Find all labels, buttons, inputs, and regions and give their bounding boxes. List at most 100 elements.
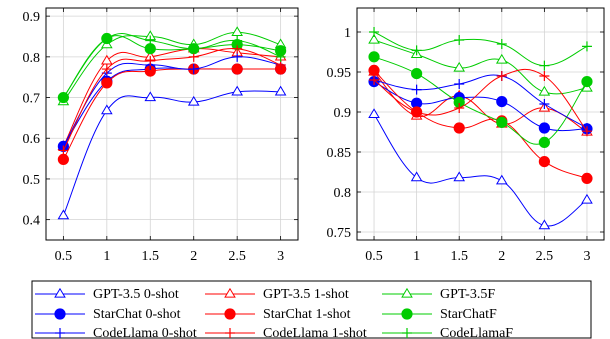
data-point <box>368 108 380 119</box>
legend-entry-codellamaf: CodeLlamaF <box>382 326 513 339</box>
series-codellama-1-shot <box>369 68 592 137</box>
series-line <box>373 74 588 129</box>
x-tick-label: 1 <box>103 249 110 264</box>
data-point <box>101 33 112 44</box>
data-point <box>231 63 243 75</box>
data-point <box>231 85 243 96</box>
series-line <box>373 114 588 227</box>
legend-label: CodeLlama 1-shot <box>263 326 367 339</box>
y-tick-label: 0.95 <box>327 66 352 81</box>
legend-marker <box>224 308 236 320</box>
data-point <box>411 68 423 80</box>
legend-marker <box>401 308 413 320</box>
series-codellamaf <box>58 33 286 103</box>
data-point <box>101 104 113 115</box>
data-point <box>495 53 508 64</box>
legend-label: GPT-3.5 1-shot <box>263 287 349 302</box>
x-tick-label: 3 <box>583 249 590 264</box>
data-point <box>101 77 113 89</box>
x-tick-label: 1 <box>413 249 420 264</box>
legend-label: StarChat 0-shot <box>93 307 181 322</box>
data-point <box>58 145 69 156</box>
data-point <box>454 79 465 89</box>
legend-entry-codellama-1-shot: CodeLlama 1-shot <box>205 326 367 339</box>
legend-entry-starchat-0-shot: StarChat 0-shot <box>35 307 181 322</box>
data-point <box>453 171 466 182</box>
data-point <box>369 27 380 37</box>
x-tick-label: 0.5 <box>55 249 73 264</box>
data-point <box>581 126 592 137</box>
y-tick-label: 0.9 <box>334 106 352 121</box>
data-point <box>538 122 550 134</box>
data-point <box>539 71 550 81</box>
data-point <box>57 209 70 220</box>
data-point <box>410 171 423 182</box>
data-point <box>58 92 69 103</box>
legend-marker <box>225 328 235 338</box>
y-tick-label: 0.8 <box>23 51 41 66</box>
legend-marker <box>402 328 412 338</box>
plot-frame <box>45 7 299 241</box>
series-starchat-1-shot <box>368 64 593 184</box>
data-point <box>411 84 422 95</box>
data-point <box>496 71 507 81</box>
series-codellama-1-shot <box>58 43 286 156</box>
data-point <box>411 45 422 56</box>
series-line <box>62 67 281 147</box>
data-point <box>539 99 550 109</box>
data-point <box>187 95 200 106</box>
series-gpt-3-5f <box>57 26 287 106</box>
data-point <box>581 76 593 88</box>
x-tick-label: 2 <box>498 249 505 264</box>
legend-label: CodeLlamaF <box>440 326 513 339</box>
data-point <box>581 172 593 184</box>
data-point <box>231 26 243 37</box>
data-point <box>144 91 157 102</box>
x-tick-label: 3 <box>277 249 284 264</box>
legend-entry-gpt-3-5-0-shot: GPT-3.5 0-shot <box>35 287 179 302</box>
data-point <box>454 35 465 45</box>
series-line <box>62 90 281 216</box>
legend-label: StarChatF <box>440 307 497 322</box>
data-point <box>496 96 508 108</box>
series-line <box>373 39 588 95</box>
data-point <box>188 43 199 54</box>
legend-box <box>31 280 592 339</box>
data-point <box>538 156 550 168</box>
legend-marker <box>54 287 66 298</box>
legend-label: GPT-3.5 0-shot <box>93 287 179 302</box>
y-tick-label: 0.85 <box>327 146 352 161</box>
data-point <box>411 107 422 117</box>
data-point <box>232 35 243 46</box>
x-tick-label: 0.5 <box>365 249 383 264</box>
legend: GPT-3.5 0-shot GPT-3.5 1-shot GPT-3.5F Star… <box>31 280 592 339</box>
legend-label: GPT-3.5F <box>440 287 495 302</box>
data-point <box>57 153 69 166</box>
legend-entry-starchat-1-shot: StarChat 1-shot <box>205 307 351 322</box>
data-point <box>538 85 551 96</box>
data-point <box>369 75 380 85</box>
data-point <box>275 51 286 62</box>
series-line <box>373 56 588 145</box>
data-point <box>368 51 380 63</box>
data-point <box>145 55 156 66</box>
y-tick-label: 0.75 <box>327 226 352 241</box>
series-codellama-0-shot <box>369 71 592 133</box>
data-point <box>496 39 507 49</box>
left-chart-panel: 0.5 1 1.5 2 2.5 3 0.4 0.5 0.6 0.7 0.8 0.9 <box>23 7 299 264</box>
plot-frame <box>356 7 605 241</box>
x-tick-label: 1.5 <box>142 249 160 264</box>
data-point <box>454 103 465 113</box>
y-tick-label: 1 <box>344 26 351 41</box>
x-tick-label: 1.5 <box>450 249 468 264</box>
legend-marker <box>54 308 66 320</box>
data-point <box>101 64 112 75</box>
data-point <box>101 54 113 65</box>
x-tick-label: 2.5 <box>228 249 246 264</box>
data-point <box>274 85 287 96</box>
y-tick-label: 0.6 <box>23 132 41 147</box>
series-line <box>373 81 587 132</box>
data-point <box>188 64 199 75</box>
y-tick-label: 0.4 <box>23 214 41 229</box>
